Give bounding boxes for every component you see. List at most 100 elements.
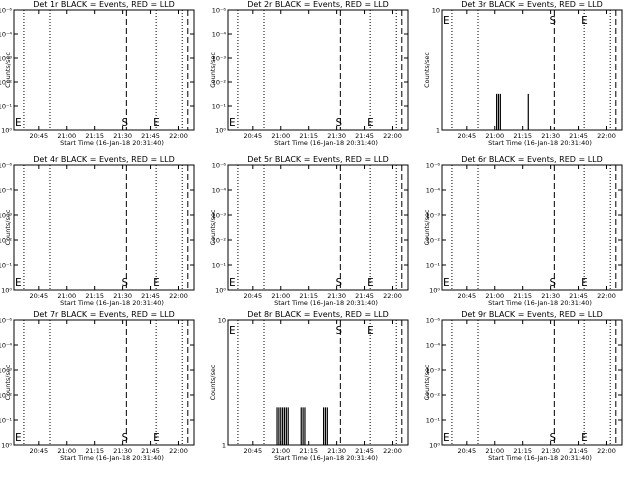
- x-tick-label: 21:15: [299, 447, 318, 455]
- x-tick-label: 20:45: [243, 132, 262, 140]
- e-marker-left: E: [229, 276, 236, 289]
- x-tick-label: 20:45: [29, 447, 48, 455]
- x-tick-label: 21:15: [299, 132, 318, 140]
- plot-frame: [441, 9, 623, 131]
- x-tick-label: 21:45: [355, 447, 374, 455]
- panel-5: Det 5r BLACK = Events, RED = LLD 10⁻⁶ 10⁻⁴…: [209, 155, 409, 307]
- x-tick-label: 21:15: [513, 132, 532, 140]
- x-tick-label: 21:00: [271, 447, 290, 455]
- y-tick-label: 10⁻¹: [0, 262, 12, 270]
- x-tick-label: 21:45: [569, 132, 588, 140]
- y-tick-label: 10⁰: [1, 127, 12, 135]
- y-tick-label: 10⁻⁴: [426, 187, 441, 195]
- y-tick-label: 10⁻⁶: [212, 162, 227, 170]
- panel-title: Det 8r BLACK = Events, RED = LLD: [247, 310, 389, 319]
- y-tick-label: 10⁻¹: [212, 103, 227, 111]
- panel-title: Det 2r BLACK = Events, RED = LLD: [247, 0, 389, 9]
- e-marker-right: E: [153, 116, 160, 129]
- panel-title: Det 5r BLACK = Events, RED = LLD: [247, 155, 389, 164]
- x-tick-label: 21:45: [355, 132, 374, 140]
- x-tick-label: 21:15: [299, 292, 318, 300]
- e-marker-right: E: [581, 431, 588, 444]
- y-tick-label: 10⁰: [215, 287, 226, 295]
- y-tick-label: 10⁻¹: [0, 103, 12, 111]
- e-marker-right: E: [367, 276, 374, 289]
- y-tick-label: 10⁻¹: [426, 262, 441, 270]
- x-tick-label: 20:45: [243, 447, 262, 455]
- s-marker: S: [335, 116, 342, 129]
- x-axis-label: Start Time (16-Jan-18 20:31:40): [488, 139, 592, 147]
- x-tick-label: 21:30: [327, 292, 346, 300]
- e-marker-right: E: [367, 324, 374, 337]
- s-marker: S: [549, 431, 556, 444]
- x-tick-label: 22:00: [383, 292, 402, 300]
- y-tick-label: 10⁻²: [426, 392, 441, 400]
- s-marker: S: [549, 14, 556, 27]
- x-tick-label: 21:30: [327, 132, 346, 140]
- x-tick-label: 20:45: [243, 292, 262, 300]
- x-tick-label: 20:45: [457, 447, 476, 455]
- y-tick-label: 1: [222, 442, 226, 450]
- x-tick-label: 21:30: [541, 132, 560, 140]
- x-tick-label: 21:30: [113, 292, 132, 300]
- y-tick-label: 10⁻⁴: [212, 187, 227, 195]
- e-marker-right: E: [581, 14, 588, 27]
- y-tick-label: 10⁰: [1, 287, 12, 295]
- panel-title: Det 7r BLACK = Events, RED = LLD: [33, 310, 175, 319]
- x-axis-label: Start Time (16-Jan-18 20:31:40): [274, 139, 378, 147]
- panel-title: Det 6r BLACK = Events, RED = LLD: [461, 155, 603, 164]
- x-tick-label: 22:00: [597, 447, 616, 455]
- x-tick-label: 22:00: [597, 292, 616, 300]
- panel-title: Det 4r BLACK = Events, RED = LLD: [33, 155, 175, 164]
- plot-frame: [13, 9, 195, 131]
- plot-frame: [441, 319, 623, 446]
- x-tick-label: 22:00: [597, 132, 616, 140]
- x-tick-label: 22:00: [169, 292, 188, 300]
- y-tick-label: 10⁰: [215, 127, 226, 135]
- y-tick-label: 1: [436, 127, 440, 135]
- panel-7: Det 7r BLACK = Events, RED = LLD 10⁻⁶ 10⁻⁴…: [0, 310, 195, 462]
- e-marker-left: E: [443, 431, 450, 444]
- x-tick-label: 22:00: [383, 132, 402, 140]
- x-tick-label: 21:30: [541, 292, 560, 300]
- x-tick-label: 21:30: [113, 132, 132, 140]
- e-marker-left: E: [443, 276, 450, 289]
- y-tick-label: 10⁰: [429, 442, 440, 450]
- y-tick-label: 10⁻⁶: [426, 317, 441, 325]
- s-marker: S: [121, 276, 128, 289]
- e-marker-left: E: [443, 14, 450, 27]
- y-tick-label: 10⁻¹: [212, 262, 227, 270]
- y-tick-label: 10⁻²: [426, 237, 441, 245]
- y-tick-label: 10⁻⁴: [212, 31, 227, 39]
- x-tick-label: 20:45: [457, 132, 476, 140]
- x-tick-label: 21:15: [513, 292, 532, 300]
- x-tick-label: 22:00: [169, 132, 188, 140]
- y-axis-label: Counts/sec: [423, 52, 431, 88]
- x-tick-label: 22:00: [169, 447, 188, 455]
- x-tick-label: 21:00: [271, 292, 290, 300]
- e-marker-right: E: [581, 276, 588, 289]
- x-tick-label: 21:00: [271, 132, 290, 140]
- y-tick-label: 10⁻²: [0, 79, 12, 87]
- panel-2: Det 2r BLACK = Events, RED = LLD 10⁻⁶ 10⁻⁴…: [209, 0, 409, 147]
- x-axis-label: Start Time (16-Jan-18 20:31:40): [60, 139, 164, 147]
- y-axis-label: Counts/sec: [4, 52, 12, 88]
- y-tick-label: 10⁻²: [0, 392, 12, 400]
- panel-1: Det 1r BLACK = Events, RED = LLD 10⁻⁶ 10⁻⁴…: [0, 0, 195, 147]
- x-tick-label: 21:00: [57, 292, 76, 300]
- y-tick-label: 10⁰: [429, 287, 440, 295]
- x-axis-label: Start Time (16-Jan-18 20:31:40): [60, 454, 164, 462]
- x-tick-label: 21:00: [485, 447, 504, 455]
- y-tick-label: 10⁻⁶: [426, 162, 441, 170]
- x-tick-label: 21:45: [569, 292, 588, 300]
- y-tick-label: 10⁻³: [212, 212, 227, 220]
- x-tick-label: 21:15: [85, 447, 104, 455]
- y-tick-label: 10⁻²: [212, 79, 227, 87]
- x-tick-label: 21:45: [569, 447, 588, 455]
- plot-frame: [13, 164, 195, 291]
- y-tick-label: 10⁻⁴: [0, 342, 12, 350]
- plot-frame: [227, 319, 409, 446]
- y-tick-label: 10⁻⁶: [0, 162, 12, 170]
- x-tick-label: 21:00: [57, 132, 76, 140]
